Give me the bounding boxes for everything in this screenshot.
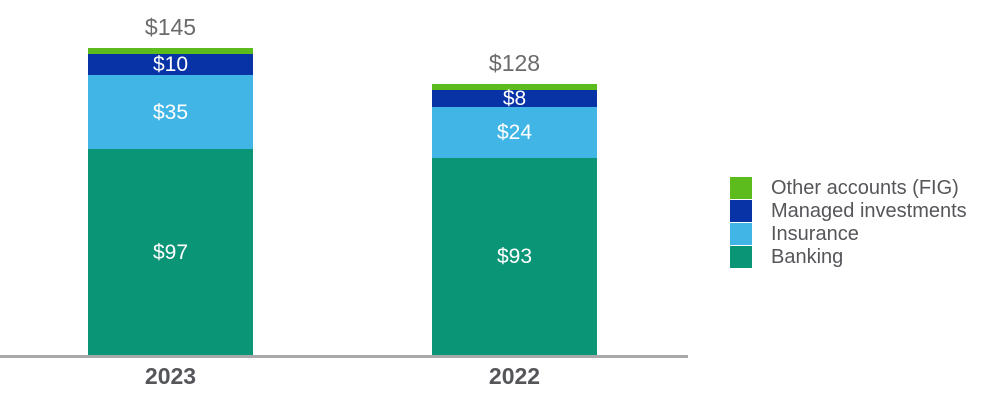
total-label-2022: $128 (488, 49, 541, 76)
segment-insurance-2023: $35 (88, 75, 253, 150)
category-label-2023: 2023 (144, 363, 197, 389)
legend-label: Insurance (771, 223, 859, 245)
segment-value-label: $97 (152, 240, 189, 264)
segment-banking-2023: $97 (88, 149, 253, 355)
segment-other-accounts-fig-2022 (432, 83, 597, 91)
segment-value-label: $93 (496, 244, 533, 268)
legend-swatch-banking (730, 246, 752, 268)
legend-item-managed-investments: Managed investments (730, 200, 967, 222)
total-label-2023: $145 (144, 13, 197, 40)
segment-managed-investments-2022: $8 (432, 87, 597, 110)
legend-swatch-other-accounts-fig (730, 177, 752, 199)
legend-item-insurance: Insurance (730, 223, 967, 245)
bar-2022: $93 $24 $8 $128 (432, 51, 597, 355)
legend-label: Managed investments (771, 200, 967, 222)
category-label-2022: 2022 (488, 363, 541, 389)
segment-managed-investments-2023: $10 (88, 53, 253, 77)
legend: Other accounts (FIG) Managed investments I… (730, 177, 967, 269)
segment-value-label: $24 (496, 120, 533, 144)
legend-label: Banking (771, 246, 844, 268)
bar-2023: $97 $35 $10 $145 (88, 15, 253, 355)
segment-other-accounts-fig-2023 (88, 47, 253, 54)
segment-value-label: $10 (152, 53, 189, 77)
segment-value-label: $35 (152, 100, 189, 124)
legend-swatch-managed-investments (730, 200, 752, 222)
segment-banking-2022: $93 (432, 157, 597, 355)
legend-label: Other accounts (FIG) (771, 177, 959, 199)
segment-insurance-2022: $24 (432, 106, 597, 158)
legend-swatch-insurance (730, 223, 752, 245)
legend-item-other-accounts-fig: Other accounts (FIG) (730, 177, 967, 199)
x-axis-line (0, 355, 688, 358)
segment-value-label: $8 (502, 87, 527, 110)
legend-item-banking: Banking (730, 246, 967, 268)
